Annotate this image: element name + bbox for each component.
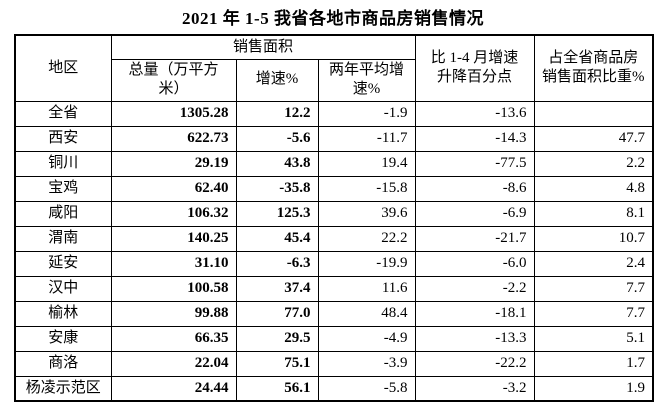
cell-share: 4.8	[533, 175, 654, 202]
cell-region: 汉中	[14, 275, 112, 302]
cell-share: 10.7	[533, 225, 654, 252]
header-growth: 增速%	[235, 58, 319, 102]
cell-growth: -6.3	[235, 250, 319, 277]
cell-total: 140.25	[110, 225, 237, 252]
cell-vs-jan-apr: -6.9	[414, 200, 535, 227]
cell-region: 安康	[14, 325, 112, 352]
cell-region: 宝鸡	[14, 175, 112, 202]
cell-two-year-avg: 19.4	[317, 150, 416, 177]
table-row: 汉中 100.58 37.4 11.6 -2.2 7.7	[14, 275, 654, 302]
cell-vs-jan-apr: -8.6	[414, 175, 535, 202]
cell-vs-jan-apr: -14.3	[414, 125, 535, 152]
cell-two-year-avg: -5.8	[317, 375, 416, 402]
cell-growth: 29.5	[235, 325, 319, 352]
table-row: 延安 31.10 -6.3 -19.9 -6.0 2.4	[14, 250, 654, 277]
cell-vs-jan-apr: -77.5	[414, 150, 535, 177]
cell-two-year-avg: 48.4	[317, 300, 416, 327]
cell-total: 29.19	[110, 150, 237, 177]
cell-region: 铜川	[14, 150, 112, 177]
cell-two-year-avg: -19.9	[317, 250, 416, 277]
header-two-year-avg: 两年平均增 速%	[317, 58, 416, 102]
cell-share: 1.7	[533, 350, 654, 377]
cell-region: 延安	[14, 250, 112, 277]
cell-two-year-avg: -3.9	[317, 350, 416, 377]
table-row: 渭南 140.25 45.4 22.2 -21.7 10.7	[14, 225, 654, 252]
cell-region: 咸阳	[14, 200, 112, 227]
cell-share: 2.2	[533, 150, 654, 177]
cell-growth: 43.8	[235, 150, 319, 177]
cell-vs-jan-apr: -2.2	[414, 275, 535, 302]
cell-total: 1305.28	[110, 100, 237, 127]
cell-region: 杨凌示范区	[14, 375, 112, 402]
header-row-group: 地区 销售面积 比 1-4 月增速 升降百分点 占全省商品房 销售面积比重%	[14, 34, 654, 102]
cell-two-year-avg: -4.9	[317, 325, 416, 352]
cell-share: 7.7	[533, 275, 654, 302]
table-row: 咸阳 106.32 125.3 39.6 -6.9 8.1	[14, 200, 654, 227]
table-row: 铜川 29.19 43.8 19.4 -77.5 2.2	[14, 150, 654, 177]
cell-share: 7.7	[533, 300, 654, 327]
header-total: 总量（万平方 米）	[110, 58, 237, 102]
cell-growth: 125.3	[235, 200, 319, 227]
header-vs-jan-apr: 比 1-4 月增速 升降百分点	[414, 34, 535, 102]
header-share: 占全省商品房 销售面积比重%	[533, 34, 654, 102]
cell-growth: 75.1	[235, 350, 319, 377]
cell-total: 31.10	[110, 250, 237, 277]
cell-two-year-avg: -1.9	[317, 100, 416, 127]
header-row-sub: 总量（万平方 米） 增速% 两年平均增 速%	[15, 58, 653, 102]
table-row: 杨凌示范区 24.44 56.1 -5.8 -3.2 1.9	[14, 375, 654, 402]
cell-two-year-avg: -15.8	[317, 175, 416, 202]
cell-two-year-avg: 11.6	[317, 275, 416, 302]
cell-two-year-avg: -11.7	[317, 125, 416, 152]
cell-vs-jan-apr: -21.7	[414, 225, 535, 252]
cell-growth: 56.1	[235, 375, 319, 402]
cell-share: 2.4	[533, 250, 654, 277]
header-region: 地区	[14, 34, 112, 102]
cell-share	[533, 100, 654, 127]
cell-total: 22.04	[110, 350, 237, 377]
cell-total: 100.58	[110, 275, 237, 302]
cell-vs-jan-apr: -13.3	[414, 325, 535, 352]
cell-vs-jan-apr: -6.0	[414, 250, 535, 277]
cell-growth: 45.4	[235, 225, 319, 252]
cell-region: 西安	[14, 125, 112, 152]
cell-share: 47.7	[533, 125, 654, 152]
cell-share: 5.1	[533, 325, 654, 352]
table-row: 商洛 22.04 75.1 -3.9 -22.2 1.7	[14, 350, 654, 377]
cell-total: 66.35	[110, 325, 237, 352]
cell-growth: 77.0	[235, 300, 319, 327]
cell-growth: -5.6	[235, 125, 319, 152]
cell-growth: -35.8	[235, 175, 319, 202]
cell-region: 商洛	[14, 350, 112, 377]
sales-table: 地区 销售面积 比 1-4 月增速 升降百分点 占全省商品房 销售面积比重% 总…	[14, 34, 655, 402]
cell-total: 99.88	[110, 300, 237, 327]
cell-total: 24.44	[110, 375, 237, 402]
cell-vs-jan-apr: -13.6	[414, 100, 535, 127]
cell-total: 622.73	[110, 125, 237, 152]
header-sales-area-group: 销售面积	[110, 34, 416, 60]
table-row: 榆林 99.88 77.0 48.4 -18.1 7.7	[14, 300, 654, 327]
cell-region: 榆林	[14, 300, 112, 327]
table-title: 2021 年 1-5 我省各地市商品房销售情况	[182, 9, 484, 28]
table-row: 宝鸡 62.40 -35.8 -15.8 -8.6 4.8	[14, 175, 654, 202]
cell-vs-jan-apr: -22.2	[414, 350, 535, 377]
cell-growth: 37.4	[235, 275, 319, 302]
cell-two-year-avg: 22.2	[317, 225, 416, 252]
cell-vs-jan-apr: -18.1	[414, 300, 535, 327]
cell-vs-jan-apr: -3.2	[414, 375, 535, 402]
cell-region: 全省	[14, 100, 112, 127]
cell-total: 62.40	[110, 175, 237, 202]
cell-growth: 12.2	[235, 100, 319, 127]
table-row: 全省 1305.28 12.2 -1.9 -13.6	[14, 100, 654, 127]
cell-share: 8.1	[533, 200, 654, 227]
table-row: 安康 66.35 29.5 -4.9 -13.3 5.1	[14, 325, 654, 352]
cell-region: 渭南	[14, 225, 112, 252]
cell-two-year-avg: 39.6	[317, 200, 416, 227]
cell-share: 1.9	[533, 375, 654, 402]
table-row: 西安 622.73 -5.6 -11.7 -14.3 47.7	[14, 125, 654, 152]
cell-total: 106.32	[110, 200, 237, 227]
